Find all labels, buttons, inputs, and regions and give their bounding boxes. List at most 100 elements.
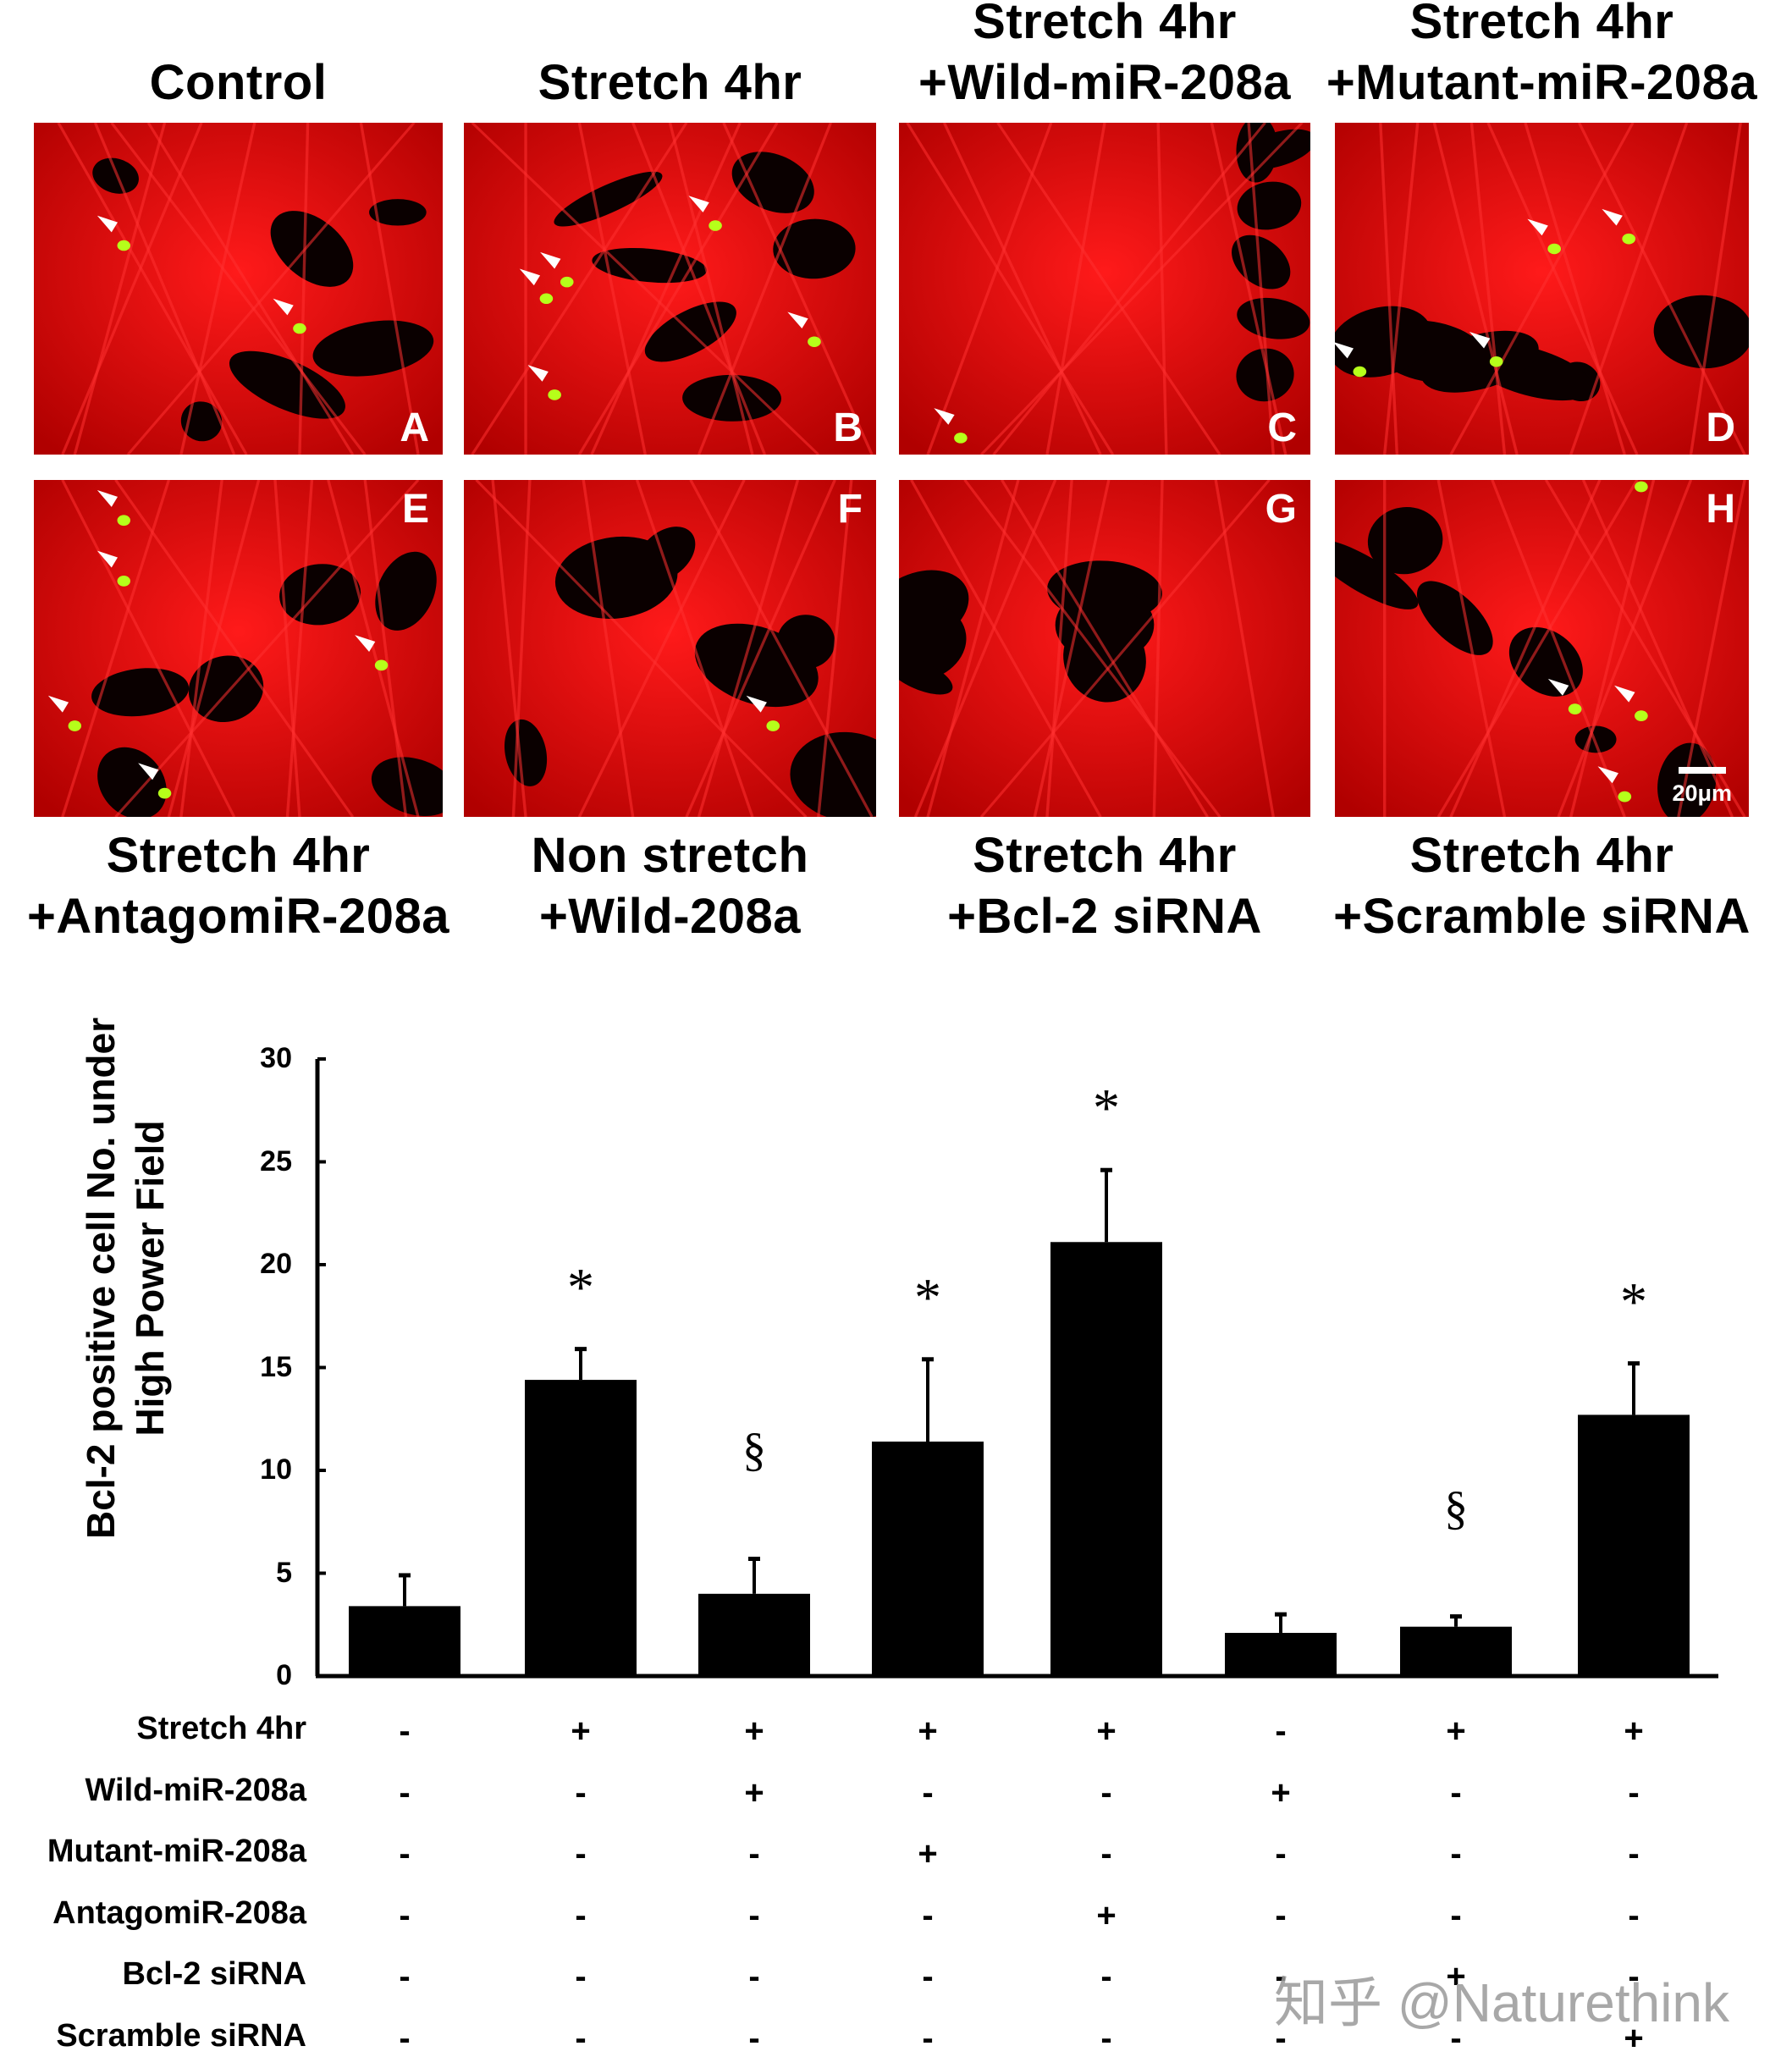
- condition-minus: -: [1450, 2020, 1462, 2057]
- scale-bar-label: 20μm: [1672, 780, 1732, 806]
- panel-letter: D: [1706, 405, 1735, 450]
- condition-minus: -: [1275, 2020, 1287, 2057]
- condition-minus: -: [1628, 1958, 1640, 1995]
- panel-letter: A: [400, 405, 429, 450]
- panel-letter: E: [401, 487, 429, 532]
- condition-minus: -: [399, 1774, 411, 1812]
- condition-minus: -: [575, 1774, 587, 1812]
- micrograph-panel-b: B: [464, 123, 876, 455]
- y-tick-label: 0: [276, 1659, 292, 1691]
- condition-plus: +: [1624, 1712, 1644, 1750]
- condition-minus: -: [399, 2020, 411, 2057]
- condition-row-label: Bcl-2 siRNA: [122, 1956, 307, 1992]
- condition-plus: +: [1446, 1712, 1466, 1750]
- y-tick-label: 20: [260, 1248, 292, 1280]
- bar: [349, 1606, 460, 1676]
- panel-title-line: Stretch 4hr: [973, 0, 1237, 49]
- condition-minus: -: [1275, 1897, 1287, 1934]
- condition-plus: +: [1446, 1958, 1466, 1995]
- panel-title-line: +Scramble siRNA: [1333, 889, 1751, 944]
- condition-plus: +: [918, 1835, 938, 1872]
- panel-letter: C: [1267, 405, 1297, 450]
- fluorescence-image: [1335, 123, 1749, 455]
- bar: [525, 1380, 637, 1676]
- condition-plus: +: [918, 1712, 938, 1750]
- panel-title-e: Stretch 4hr +AntagomiR-208a: [0, 825, 477, 947]
- y-tick-label: 30: [260, 1042, 292, 1074]
- fluorescence-image: [1335, 480, 1749, 817]
- y-tick-label: 25: [260, 1144, 292, 1177]
- micrograph-panel-c: C: [899, 123, 1310, 455]
- condition-minus: -: [399, 1712, 411, 1750]
- condition-row-label: Stretch 4hr: [136, 1711, 306, 1746]
- panel-title-line: +Bcl-2 siRNA: [947, 889, 1262, 944]
- significance-section-mark: §: [1444, 1481, 1468, 1535]
- condition-minus: -: [748, 1897, 760, 1934]
- fluorescence-image: [34, 123, 443, 455]
- panel-title-d: Stretch 4hr +Mutant-miR-208a: [1301, 0, 1783, 113]
- condition-row-label: Scramble siRNA: [56, 2018, 306, 2054]
- y-tick-label: 15: [260, 1350, 292, 1383]
- condition-minus: -: [1275, 1958, 1287, 1995]
- condition-minus: -: [1628, 1774, 1640, 1812]
- condition-minus: -: [399, 1835, 411, 1872]
- condition-plus: +: [744, 1774, 764, 1812]
- panel-letter: G: [1265, 487, 1297, 532]
- fluorescence-image: [899, 480, 1310, 817]
- condition-minus: -: [748, 1835, 760, 1872]
- condition-minus: -: [922, 1958, 934, 1995]
- condition-row-label: AntagomiR-208a: [52, 1895, 306, 1931]
- significance-asterisk: *: [1620, 1271, 1647, 1332]
- panel-title-line: +Wild-208a: [538, 889, 802, 944]
- micrograph-panel-e: E: [34, 480, 443, 817]
- micrograph-panel-f: F: [464, 480, 876, 817]
- condition-row-label: Mutant-miR-208a: [47, 1834, 306, 1869]
- condition-minus: -: [1100, 2020, 1112, 2057]
- panel-title-line: Stretch 4hr: [1409, 0, 1674, 49]
- bar: [698, 1593, 810, 1676]
- panel-title-c: Stretch 4hr +Wild-miR-208a: [865, 0, 1344, 113]
- condition-minus: -: [399, 1958, 411, 1995]
- condition-minus: -: [1275, 1835, 1287, 1872]
- condition-minus: -: [1100, 1835, 1112, 1872]
- panel-title-line: Stretch 4hr: [973, 828, 1237, 883]
- panel-letter: H: [1706, 487, 1735, 532]
- condition-plus: +: [1096, 1897, 1117, 1934]
- panel-title-line: +AntagomiR-208a: [26, 889, 450, 944]
- condition-row-label: Wild-miR-208a: [85, 1773, 307, 1808]
- fluorescence-image: [34, 480, 443, 817]
- panel-title-line: Non stretch: [531, 828, 809, 883]
- condition-plus: +: [1271, 1774, 1291, 1812]
- condition-plus: +: [571, 1712, 591, 1750]
- panel-title-a: Control: [0, 52, 477, 113]
- micrograph-panel-g: G: [899, 480, 1310, 817]
- y-tick-label: 10: [260, 1453, 292, 1486]
- condition-minus: -: [399, 1897, 411, 1934]
- condition-minus: -: [1450, 1774, 1462, 1812]
- bar: [872, 1441, 984, 1676]
- panel-title-b: Stretch 4hr: [430, 52, 910, 113]
- condition-minus: -: [1100, 1774, 1112, 1812]
- watermark: 知乎 @Naturethink: [1274, 1972, 1730, 2033]
- condition-plus: +: [1624, 2020, 1644, 2057]
- condition-plus: +: [1096, 1712, 1117, 1750]
- bar: [1400, 1626, 1512, 1676]
- micrograph-panel-d: D: [1335, 123, 1749, 455]
- panel-title-line: Stretch 4hr: [106, 828, 371, 883]
- panel-title-line: Control: [149, 55, 328, 110]
- scale-bar-line: [1678, 767, 1726, 774]
- panel-title-f: Non stretch +Wild-208a: [430, 825, 910, 947]
- significance-section-mark: §: [742, 1424, 766, 1477]
- panel-title-line: Stretch 4hr: [538, 55, 802, 110]
- condition-minus: -: [575, 1835, 587, 1872]
- significance-asterisk: *: [1093, 1078, 1120, 1139]
- condition-minus: -: [575, 1897, 587, 1934]
- panel-title-h: Stretch 4hr +Scramble siRNA: [1301, 825, 1783, 947]
- condition-minus: -: [575, 1958, 587, 1995]
- condition-minus: -: [748, 2020, 760, 2057]
- scale-bar: 20μm: [1672, 767, 1732, 807]
- micrograph-panel-h: H 20μm: [1335, 480, 1749, 817]
- condition-minus: -: [922, 1774, 934, 1812]
- condition-minus: -: [922, 2020, 934, 2057]
